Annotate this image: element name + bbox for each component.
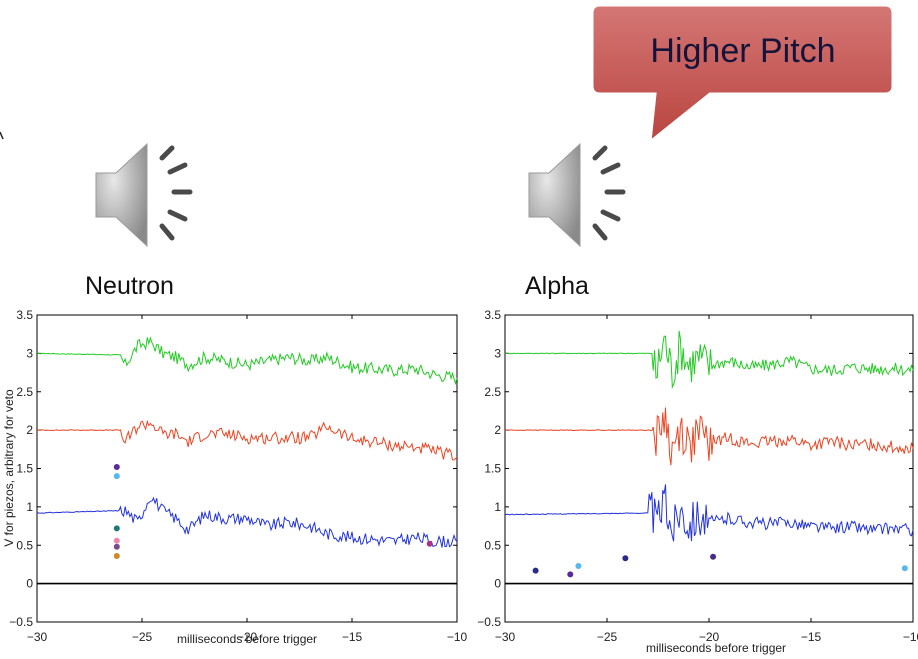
x-tick-label: −10 (447, 630, 468, 644)
event-point (567, 571, 574, 578)
event-point (113, 463, 120, 470)
y-tick-label: 0 (494, 577, 501, 591)
y-tick-label: 2.5 (484, 385, 501, 399)
piezo-trace (36, 419, 458, 461)
x-tick-label: −25 (132, 630, 153, 644)
piezo-trace (504, 484, 914, 542)
traces (504, 330, 914, 585)
callout-bubble (590, 3, 895, 146)
speaker-body (528, 142, 581, 248)
panel-title: Alpha (525, 272, 589, 300)
y-tick-label: 1.5 (484, 462, 501, 476)
y-tick-label: 2.5 (16, 385, 33, 399)
sound-waves (592, 145, 626, 241)
event-point (426, 540, 433, 547)
x-tick-label: −15 (342, 630, 363, 644)
y-tick-label: 3 (26, 346, 33, 360)
axis-ticks: −30 −25 −20 −15 −10 −0.5 0 0.5 1 1.5 2 2.5 3 3.5 (9, 308, 467, 644)
speaker-body (95, 142, 148, 248)
y-tick-label: −0.5 (9, 615, 33, 629)
y-tick-label: −0.5 (477, 615, 501, 629)
piezo-trace (504, 407, 914, 466)
event-point (113, 543, 120, 550)
y-tick-label: 2 (26, 423, 33, 437)
piezo-trace (37, 336, 458, 386)
event-point (113, 525, 120, 532)
x-axis-label: milliseconds before trigger (177, 632, 317, 646)
x-tick-label: −25 (597, 630, 618, 644)
event-points (532, 553, 908, 578)
edge-mark (0, 131, 4, 140)
event-point (575, 562, 582, 569)
x-tick-label: −10 (903, 630, 918, 644)
event-point (710, 553, 717, 560)
event-point (113, 473, 120, 480)
callout-higher-pitch: Higher Pitch (590, 3, 895, 146)
y-tick-label: 3.5 (16, 308, 33, 322)
plot-frame (504, 314, 914, 623)
event-point (901, 565, 908, 572)
x-tick-label: −30 (495, 630, 516, 644)
y-tick-label: 3.5 (484, 308, 501, 322)
plot-frame (36, 314, 458, 623)
x-tick-label: −20 (699, 630, 720, 644)
axis-ticks: −30 −25 −20 −15 −10 −0.5 0 0.5 1 1.5 2 2.5 3 3.5 (477, 308, 918, 644)
y-tick-label: 1 (494, 500, 501, 514)
event-points (113, 463, 433, 559)
speaker-icon[interactable] (528, 142, 626, 248)
y-axis-label: V for piezos, arbitrary for veto (2, 389, 16, 547)
callout-label: Higher Pitch (650, 32, 835, 70)
sound-waves (159, 145, 193, 241)
x-tick-label: −20 (237, 630, 258, 644)
y-tick-label: 1 (26, 500, 33, 514)
piezo-trace (36, 496, 458, 548)
event-point (622, 555, 629, 562)
event-point (113, 537, 120, 544)
chart-panel-alpha: Alpha −30 −25 −20 −15 −10 −0.5 0 0.5 1 1.5 2 2.5 3 3.… (477, 272, 918, 655)
y-tick-label: 2 (494, 423, 501, 437)
y-tick-label: 0.5 (16, 538, 33, 552)
traces (36, 336, 458, 585)
x-axis-label: milliseconds before trigger (646, 641, 786, 655)
panel-title: Neutron (85, 272, 174, 300)
y-tick-label: 1.5 (16, 462, 33, 476)
x-tick-label: −30 (27, 630, 48, 644)
x-tick-label: −15 (801, 630, 822, 644)
event-point (113, 552, 120, 559)
speaker-icon[interactable] (95, 142, 193, 248)
y-tick-label: 0 (26, 577, 33, 591)
piezo-trace (504, 330, 914, 389)
y-tick-label: 0.5 (484, 538, 501, 552)
y-tick-label: 3 (494, 346, 501, 360)
event-point (532, 567, 539, 574)
chart-panel-neutron: Neutron −30 −25 −20 −15 −10 −0.5 0 0.5 1 1.5 2 2.5 3… (2, 272, 468, 646)
